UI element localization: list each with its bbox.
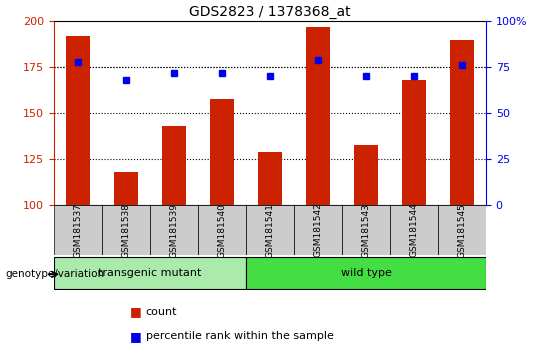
Bar xyxy=(450,40,474,205)
Text: GSM181545: GSM181545 xyxy=(457,202,467,258)
Text: GSM181542: GSM181542 xyxy=(314,203,322,257)
Text: count: count xyxy=(146,307,177,316)
FancyBboxPatch shape xyxy=(246,257,486,289)
Text: genotype/variation: genotype/variation xyxy=(5,269,105,279)
Text: ■: ■ xyxy=(130,330,141,343)
Bar xyxy=(306,27,330,205)
Bar xyxy=(258,152,282,205)
FancyBboxPatch shape xyxy=(150,205,198,255)
Text: ■: ■ xyxy=(130,305,141,318)
FancyBboxPatch shape xyxy=(438,205,486,255)
FancyBboxPatch shape xyxy=(54,257,246,289)
Text: percentile rank within the sample: percentile rank within the sample xyxy=(146,331,334,341)
FancyBboxPatch shape xyxy=(246,205,294,255)
Text: GSM181543: GSM181543 xyxy=(361,202,370,258)
FancyBboxPatch shape xyxy=(390,205,438,255)
Text: GSM181537: GSM181537 xyxy=(73,202,83,258)
Bar xyxy=(66,36,90,205)
FancyBboxPatch shape xyxy=(102,205,150,255)
FancyBboxPatch shape xyxy=(294,205,342,255)
Bar xyxy=(354,144,378,205)
FancyBboxPatch shape xyxy=(54,205,102,255)
Text: GSM181544: GSM181544 xyxy=(409,203,418,257)
Bar xyxy=(162,126,186,205)
Bar xyxy=(114,172,138,205)
Bar xyxy=(402,80,426,205)
Text: GSM181539: GSM181539 xyxy=(170,202,179,258)
Title: GDS2823 / 1378368_at: GDS2823 / 1378368_at xyxy=(189,5,351,19)
Bar xyxy=(210,98,234,205)
Text: GSM181541: GSM181541 xyxy=(266,202,274,258)
Text: GSM181538: GSM181538 xyxy=(122,202,131,258)
FancyBboxPatch shape xyxy=(342,205,390,255)
FancyBboxPatch shape xyxy=(198,205,246,255)
Text: wild type: wild type xyxy=(341,268,392,278)
Text: GSM181540: GSM181540 xyxy=(218,202,226,258)
Text: transgenic mutant: transgenic mutant xyxy=(98,268,201,278)
